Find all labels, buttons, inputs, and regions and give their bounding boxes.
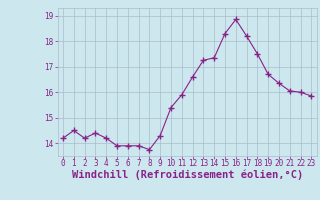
X-axis label: Windchill (Refroidissement éolien,°C): Windchill (Refroidissement éolien,°C) xyxy=(72,170,303,180)
